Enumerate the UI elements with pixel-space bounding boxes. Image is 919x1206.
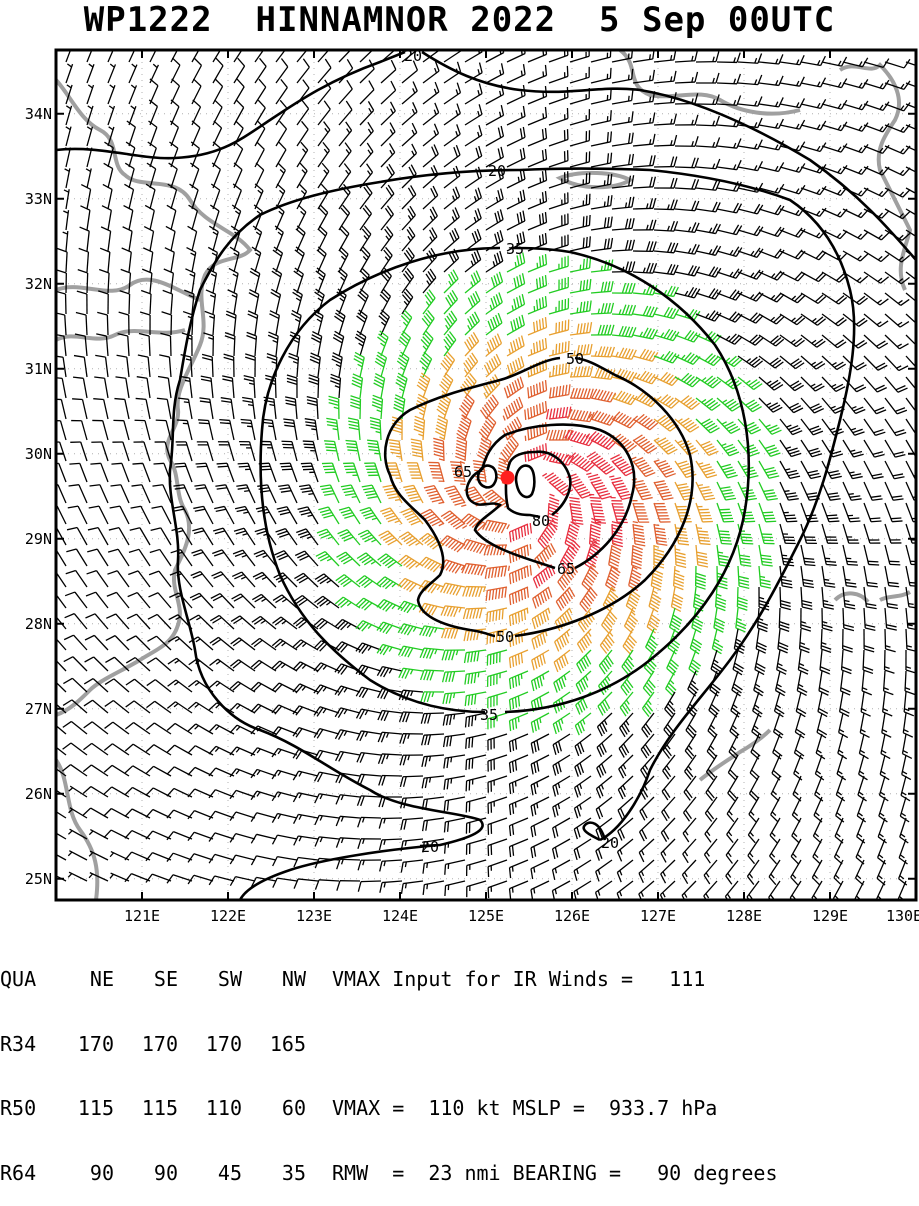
lat-label: 27N: [25, 700, 52, 718]
cell-sw: 45: [178, 1163, 242, 1185]
lon-label: 129E: [812, 907, 848, 925]
lon-label: 126E: [554, 907, 590, 925]
row-label: R50: [0, 1098, 50, 1120]
vmax-mslp-info: VMAX = 110 kt MSLP = 933.7 hPa: [332, 1098, 717, 1120]
col-sw: SW: [178, 969, 242, 991]
lon-label: 123E: [296, 907, 332, 925]
row-label: R64: [0, 1163, 50, 1185]
lon-label: 122E: [210, 907, 246, 925]
contour-label-20-bottom-right: 20: [601, 834, 619, 852]
lon-label: 121E: [124, 907, 160, 925]
lat-label: 31N: [25, 360, 52, 378]
lat-label: 33N: [25, 190, 52, 208]
lat-label: 30N: [25, 445, 52, 463]
rmw-bearing-info: RMW = 23 nmi BEARING = 90 degrees: [332, 1163, 778, 1185]
lon-label: 125E: [468, 907, 504, 925]
cell-nw: 165: [242, 1034, 306, 1056]
cell-se: 170: [114, 1034, 178, 1056]
lon-label: 127E: [640, 907, 676, 925]
contour-label-50-top: 50: [566, 350, 584, 368]
lat-label: 29N: [25, 530, 52, 548]
cell-ne: 170: [50, 1034, 114, 1056]
contour-label-65-left: 65: [454, 463, 472, 481]
col-qua: QUA: [0, 969, 50, 991]
contour-label-35-top: 35: [506, 240, 524, 258]
contour-label-50-bottom: 50: [496, 628, 514, 646]
cell-ne: 115: [50, 1098, 114, 1120]
lon-label: 124E: [382, 907, 418, 925]
cell-ne: 90: [50, 1163, 114, 1185]
lat-label: 28N: [25, 615, 52, 633]
cell-sw: 110: [178, 1098, 242, 1120]
lon-label: 130E: [886, 907, 919, 925]
vmax-input-info: VMAX Input for IR Winds = 111: [332, 969, 705, 991]
lat-label: 34N: [25, 105, 52, 123]
contour-label-35-bottom: 35: [480, 706, 498, 724]
cell-se: 115: [114, 1098, 178, 1120]
lon-label: 128E: [726, 907, 762, 925]
col-nw: NW: [242, 969, 306, 991]
cell-sw: 170: [178, 1034, 242, 1056]
contour-label-80: 80: [532, 512, 550, 530]
contour-label-65-bottom: 65: [557, 560, 575, 578]
lat-label: 25N: [25, 870, 52, 888]
contour-label-20-bottom-left: 20: [421, 838, 439, 856]
cell-nw: 35: [242, 1163, 306, 1185]
col-se: SE: [114, 969, 178, 991]
col-ne: NE: [50, 969, 114, 991]
cell-se: 90: [114, 1163, 178, 1185]
contour-label-20-inner: 20: [488, 162, 506, 180]
row-label: R34: [0, 1034, 50, 1056]
lat-label: 32N: [25, 275, 52, 293]
lat-label: 26N: [25, 785, 52, 803]
cell-nw: 60: [242, 1098, 306, 1120]
storm-center-marker: [501, 471, 515, 485]
